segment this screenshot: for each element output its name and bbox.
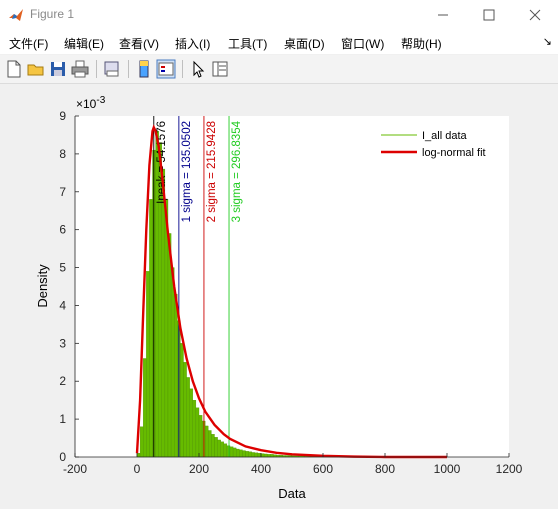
histogram-bar <box>174 294 177 457</box>
menu-tools[interactable]: 工具(T) <box>228 35 267 52</box>
histogram-bar <box>236 449 239 457</box>
y-tick-label: 6 <box>59 223 66 237</box>
x-tick-label: 600 <box>313 462 333 476</box>
histogram-bar <box>218 440 221 457</box>
histogram-bar <box>140 427 143 457</box>
histogram-bar <box>258 453 261 457</box>
histogram-bar <box>196 408 199 457</box>
y-axis-label: Density <box>35 264 50 308</box>
maximize-button[interactable] <box>466 0 512 30</box>
minimize-button[interactable] <box>420 0 466 30</box>
vline-label-2: 2 sigma = 215.9428 <box>206 121 218 222</box>
histogram-bar <box>252 452 255 457</box>
histogram-bar <box>180 343 183 457</box>
close-icon <box>529 9 541 21</box>
close-button[interactable] <box>512 0 558 30</box>
histogram-bar <box>205 426 208 457</box>
print-icon[interactable] <box>70 59 90 79</box>
histogram-bar <box>184 362 187 457</box>
histogram-bar <box>246 451 249 457</box>
legend-label-fit: log-normal fit <box>422 147 486 159</box>
x-tick-label: 800 <box>375 462 395 476</box>
histogram-bar <box>171 268 174 457</box>
histogram-bar <box>233 448 236 457</box>
histogram-bar <box>162 169 165 457</box>
toolbar-separator <box>182 60 183 78</box>
histogram-bar <box>255 453 258 457</box>
y-tick-label: 3 <box>59 336 66 350</box>
histogram-bar <box>208 430 211 457</box>
legend-label-data: I_all data <box>422 130 468 142</box>
histogram-bar <box>249 452 252 457</box>
matlab-logo-icon <box>8 7 24 23</box>
window-title: Figure 1 <box>30 7 74 21</box>
histogram-bar <box>168 233 171 457</box>
new-figure-icon[interactable] <box>4 59 24 79</box>
maximize-icon <box>483 9 495 21</box>
x-tick-label: 0 <box>134 462 141 476</box>
y-tick-label: 2 <box>59 374 66 388</box>
histogram-bar <box>190 389 193 457</box>
property-editor-icon[interactable] <box>210 59 230 79</box>
menu-window[interactable]: 窗口(W) <box>341 35 384 52</box>
histogram-bar <box>224 444 227 457</box>
x-tick-label: -200 <box>63 462 87 476</box>
title-bar: Figure 1 <box>0 0 558 30</box>
x-tick-label: 400 <box>251 462 271 476</box>
print-preview-icon[interactable] <box>102 59 122 79</box>
histogram-bar <box>137 453 140 457</box>
histogram-bar <box>187 377 190 457</box>
x-tick-label: 200 <box>189 462 209 476</box>
histogram-bar <box>211 434 214 457</box>
y-tick-label: 9 <box>59 109 66 123</box>
menu-file[interactable]: 文件(F) <box>9 35 48 52</box>
menu-view[interactable]: 查看(V) <box>119 35 159 52</box>
histogram-bar <box>227 446 230 457</box>
histogram-bar <box>215 437 218 457</box>
open-file-icon[interactable] <box>26 59 46 79</box>
menu-bar: 文件(F) 编辑(E) 查看(V) 插入(I) 工具(T) 桌面(D) 窗口(W… <box>0 30 558 54</box>
x-axis-label: Data <box>278 486 306 501</box>
menu-desktop[interactable]: 桌面(D) <box>284 35 325 52</box>
histogram-bar <box>221 442 224 457</box>
x-tick-label: 1200 <box>496 462 523 476</box>
menu-help[interactable]: 帮助(H) <box>401 35 442 52</box>
save-icon[interactable] <box>48 59 68 79</box>
menu-insert[interactable]: 插入(I) <box>175 35 210 52</box>
histogram-bar <box>239 450 242 457</box>
histogram-bar <box>242 451 245 457</box>
pointer-icon[interactable] <box>188 59 208 79</box>
histogram-bar <box>199 415 202 457</box>
histogram-bar <box>264 454 267 457</box>
dock-arrow-icon[interactable]: ↘ <box>543 35 552 48</box>
y-tick-label: 1 <box>59 412 66 426</box>
vline-label-3: 3 sigma = 296.8354 <box>231 120 243 222</box>
minimize-icon <box>437 9 449 21</box>
toolbar-separator <box>96 60 97 78</box>
exponent-label: ×10-3 <box>76 95 106 111</box>
colorbar-icon[interactable] <box>134 59 154 79</box>
menu-edit[interactable]: 编辑(E) <box>64 35 104 52</box>
toolbar-separator <box>128 60 129 78</box>
histogram-bar <box>261 454 264 457</box>
x-tick-label: 1000 <box>434 462 461 476</box>
y-tick-label: 8 <box>59 147 66 161</box>
vline-label-1: 1 sigma = 135.0502 <box>181 121 193 222</box>
histogram-bar <box>193 400 196 457</box>
histogram-bar <box>146 271 149 457</box>
histogram-bar <box>149 199 152 457</box>
y-tick-label: 7 <box>59 185 66 199</box>
legend-icon[interactable] <box>156 59 176 79</box>
y-tick-label: 0 <box>59 450 66 464</box>
figure-toolbar <box>0 55 558 84</box>
y-tick-label: 5 <box>59 261 66 275</box>
histogram-bar <box>143 358 146 457</box>
y-tick-label: 4 <box>59 298 66 312</box>
histogram-bar <box>230 447 233 457</box>
